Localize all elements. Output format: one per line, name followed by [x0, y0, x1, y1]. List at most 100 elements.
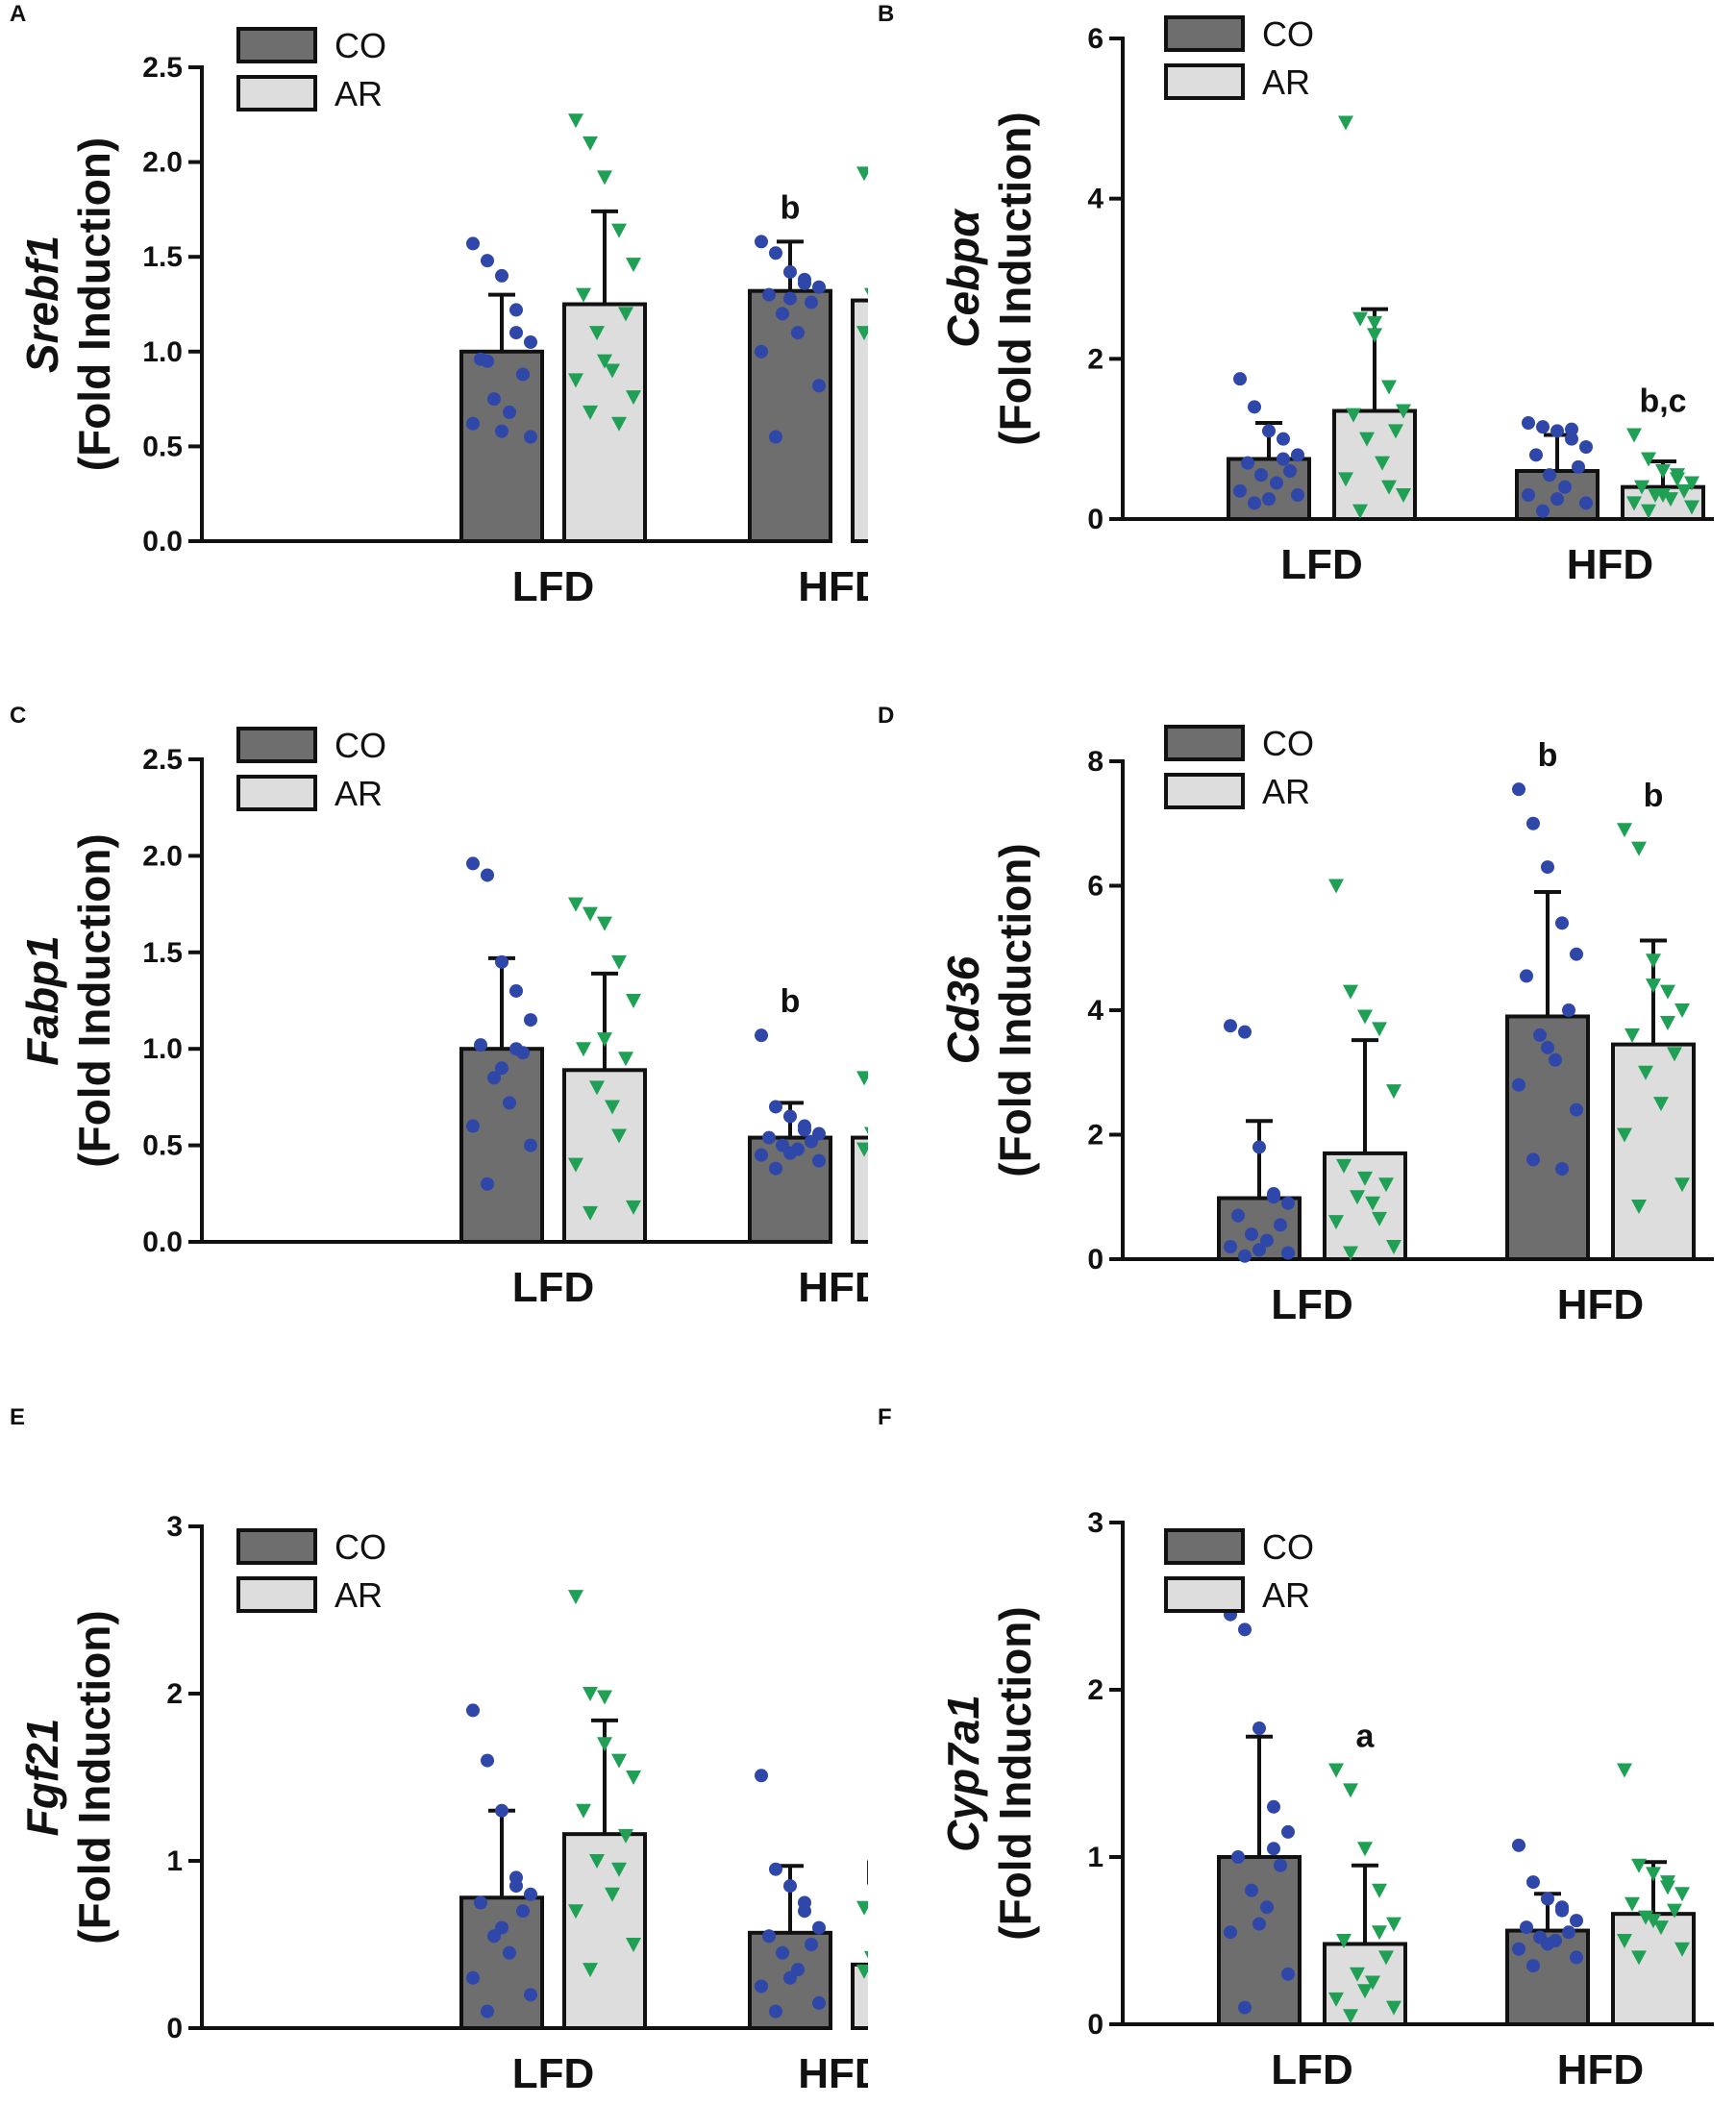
data-point-co: [1512, 782, 1525, 797]
data-point-co: [487, 392, 501, 407]
legend-swatch-ar: [236, 75, 317, 111]
data-point-co: [1283, 464, 1297, 478]
bar-co-hfd: [1505, 1014, 1590, 1261]
y-tick-label: 0: [1087, 2009, 1104, 2041]
y-tick-label: 0: [1087, 504, 1104, 535]
data-point-ar: [1338, 472, 1353, 487]
data-point-co: [1550, 424, 1564, 438]
legend-label-co: CO: [335, 26, 386, 65]
x-category-label: HFD: [798, 563, 868, 610]
data-point-ar: [611, 1862, 627, 1877]
data-point-co: [1570, 1950, 1583, 1965]
y-tick-label: 2: [1087, 1120, 1104, 1152]
data-point-ar: [583, 136, 598, 151]
bar-ar-hfd: [851, 298, 868, 543]
data-point-ar: [1378, 1177, 1394, 1193]
data-point-ar: [1638, 1065, 1653, 1080]
data-point-co: [1281, 1196, 1295, 1210]
data-point-ar: [1386, 2000, 1401, 2016]
data-point-co: [524, 1988, 537, 2002]
data-point-co: [495, 1920, 508, 1935]
data-point-co: [466, 416, 480, 431]
data-point-ar: [1328, 1215, 1344, 1230]
data-point-co: [1267, 1190, 1280, 1204]
data-point-co: [755, 1028, 768, 1043]
data-point-co: [776, 1945, 789, 1960]
data-point-co: [1254, 468, 1268, 483]
bar-co-lfd: [459, 1895, 544, 2031]
data-point-ar: [1396, 404, 1411, 419]
data-point-ar: [1375, 456, 1390, 471]
data-point-ar: [1617, 1127, 1632, 1143]
data-point-ar: [1357, 1842, 1373, 1857]
legend-swatch-co: [236, 727, 317, 763]
panel-c: C 0.0 0.5 1.0 1.5 2.0 2.5 Fabp1 (Fold Induction)…: [0, 702, 868, 1403]
data-point-co: [1260, 1900, 1274, 1915]
data-point-ar: [1346, 408, 1361, 423]
data-point-co: [769, 1862, 782, 1876]
data-point-co: [769, 1100, 782, 1114]
data-point-co: [1262, 492, 1276, 507]
data-point-co: [503, 1945, 516, 1960]
y-tick-label: 1: [1087, 1842, 1104, 1873]
legend-swatch-ar: [1164, 63, 1245, 100]
x-category-label: LFD: [1271, 2046, 1353, 2093]
data-point-ar: [1381, 380, 1397, 395]
data-point-co: [1291, 448, 1304, 462]
data-point-co: [495, 954, 508, 969]
data-point-ar: [626, 1938, 641, 1952]
data-point-co: [466, 1703, 480, 1718]
data-point-ar: [597, 170, 612, 186]
x-category-label: LFD: [512, 2050, 595, 2097]
data-point-co: [1248, 496, 1261, 510]
data-point-ar: [1365, 1196, 1380, 1211]
data-point-ar: [583, 1963, 598, 1978]
data-point-co: [762, 1929, 776, 1944]
panel-e: E 0 1 2 3 Fgf21(Fold Induction) LFD HFD b, c CO AR: [0, 1403, 868, 2105]
legend-swatch-co: [236, 1528, 317, 1565]
data-point-co: [495, 424, 508, 438]
data-point-ar: [1660, 1875, 1675, 1891]
data-point-ar: [583, 1205, 598, 1221]
significance-label: b: [781, 189, 801, 226]
data-point-co: [1570, 947, 1583, 961]
data-point-ar: [1631, 1858, 1647, 1873]
data-point-co: [812, 379, 826, 393]
x-category-label: HFD: [1557, 1281, 1644, 1328]
y-axis-unit-label: (Fold Induction): [990, 1606, 1040, 1940]
data-point-co: [509, 983, 523, 998]
data-point-co: [1520, 969, 1533, 983]
data-point-co: [466, 1119, 480, 1133]
data-point-co: [1558, 480, 1572, 494]
data-point-co: [1233, 372, 1247, 386]
data-point-ar: [1617, 1934, 1632, 1948]
data-point-co: [1526, 1959, 1540, 1973]
data-point-ar: [597, 354, 612, 369]
significance-label: b, c: [865, 1856, 868, 1893]
legend-label-co: CO: [1262, 724, 1314, 763]
data-point-co: [1241, 456, 1254, 470]
y-tick-label: 8: [1087, 746, 1104, 778]
data-point-co: [1565, 432, 1578, 446]
data-point-co: [798, 276, 811, 290]
data-point-co: [509, 1042, 523, 1056]
data-point-ar: [1372, 1883, 1387, 1898]
y-tick-label: 3: [166, 1511, 183, 1543]
data-point-co: [762, 1130, 776, 1145]
data-point-co: [783, 264, 797, 279]
legend-swatch-co: [236, 27, 317, 63]
data-point-co: [1522, 416, 1535, 430]
data-point-ar: [1378, 1950, 1394, 1966]
data-point-co: [1536, 420, 1550, 434]
data-point-ar: [611, 416, 627, 432]
panel-letter: B: [878, 1, 894, 27]
panel-letter: A: [10, 1, 26, 27]
data-point-ar: [626, 1200, 641, 1215]
data-point-co: [1526, 1152, 1540, 1167]
legend-label-co: CO: [335, 726, 386, 765]
data-point-co: [1522, 488, 1535, 502]
data-point-co: [1231, 1208, 1245, 1223]
data-point-co: [1549, 1052, 1562, 1067]
bar-ar-hfd: [851, 1962, 868, 2031]
data-point-co: [812, 280, 826, 294]
